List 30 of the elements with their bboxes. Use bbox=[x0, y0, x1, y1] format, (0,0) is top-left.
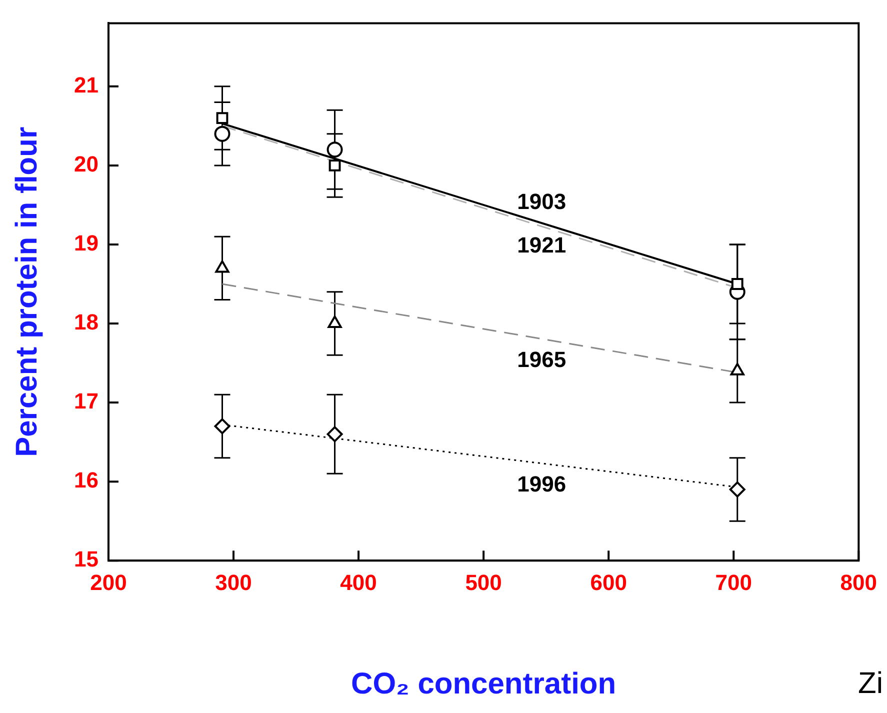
y-tick-label: 17 bbox=[74, 388, 98, 414]
x-tick-label: 400 bbox=[340, 570, 377, 595]
point bbox=[328, 160, 341, 172]
y-tick-label: 15 bbox=[74, 546, 98, 572]
series-label: 1996 bbox=[517, 471, 566, 496]
point bbox=[216, 112, 228, 124]
x-tick-label: 500 bbox=[465, 570, 502, 595]
x-axis-title: CO₂ concentration bbox=[351, 667, 616, 700]
point bbox=[214, 126, 230, 142]
y-axis-title: Percent protein in flour bbox=[10, 126, 44, 457]
x-tick-label: 300 bbox=[215, 570, 252, 595]
point bbox=[328, 316, 342, 328]
series-label: 1921 bbox=[517, 232, 566, 258]
series-label: 1903 bbox=[517, 189, 566, 214]
x-tick-label: 700 bbox=[715, 570, 752, 595]
x-tick-label: 600 bbox=[590, 570, 627, 595]
y-tick-label: 16 bbox=[74, 468, 98, 493]
text: Zi bbox=[858, 667, 883, 700]
y-tick-label: 21 bbox=[74, 72, 98, 98]
point bbox=[326, 426, 343, 442]
point bbox=[214, 418, 230, 434]
y-tick-label: 19 bbox=[74, 230, 98, 256]
x-tick-label: 800 bbox=[840, 570, 878, 595]
y-tick-label: 18 bbox=[74, 310, 98, 335]
point bbox=[731, 278, 744, 290]
y-tick-label: 20 bbox=[74, 152, 98, 177]
point bbox=[326, 142, 343, 158]
x-tick-label: 200 bbox=[90, 570, 127, 595]
series-label: 1965 bbox=[517, 346, 566, 372]
point bbox=[729, 481, 746, 498]
